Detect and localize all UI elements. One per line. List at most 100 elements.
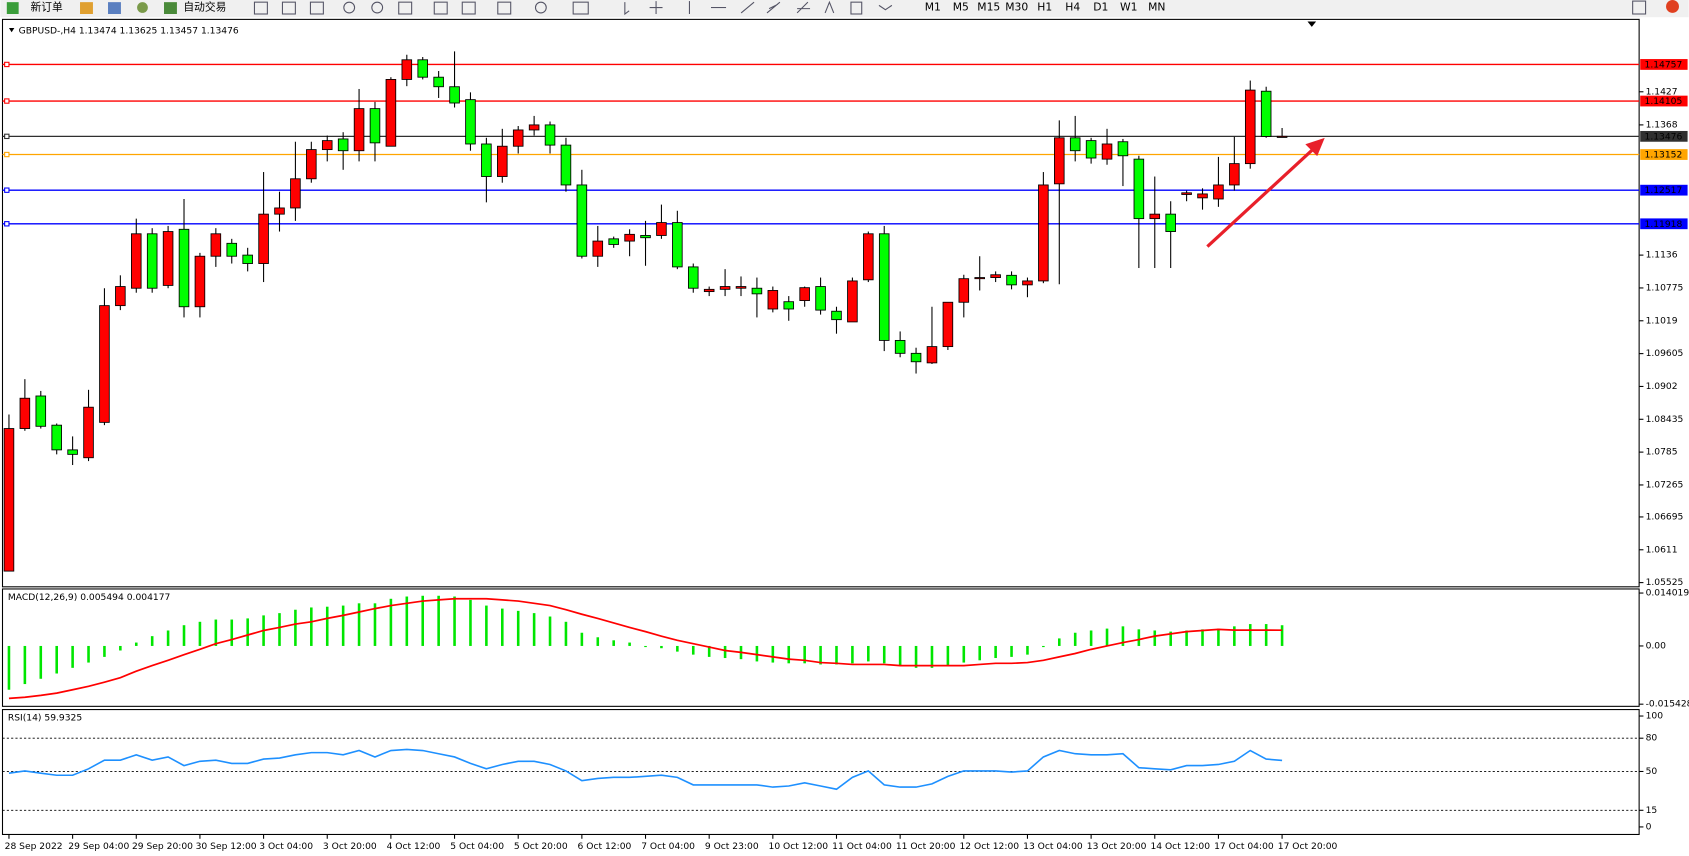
x-tick-label: 17 Oct 04:00 xyxy=(1214,842,1274,852)
y-tick-label: 1.09605 xyxy=(1646,349,1684,359)
candle-body xyxy=(624,233,635,242)
candle-body xyxy=(401,59,413,80)
y-tick-label: 1.08435 xyxy=(1646,415,1684,425)
arrow-head xyxy=(1305,137,1325,157)
x-tick-label: 7 Oct 04:00 xyxy=(641,842,695,852)
trendline-icon[interactable] xyxy=(740,1,755,14)
x-tick-label: 17 Oct 20:00 xyxy=(1278,842,1338,852)
candle-body xyxy=(1069,137,1081,152)
macd-title: MACD(12,26,9) 0.005494 0.004177 xyxy=(8,593,171,603)
timeframe-button[interactable]: MN xyxy=(1148,1,1165,14)
level-price-label: 1.14105 xyxy=(1645,97,1683,107)
candle-body xyxy=(528,124,540,131)
toolbar-icon[interactable] xyxy=(572,1,589,15)
candle-body xyxy=(512,129,524,147)
candle-body xyxy=(608,238,619,245)
macd-signal-line xyxy=(8,597,1283,700)
candle-body xyxy=(1276,135,1288,138)
candle-body xyxy=(719,286,731,290)
y-tick-label: 50 xyxy=(1646,767,1658,777)
toolbar-icon[interactable] xyxy=(398,1,413,15)
zoom-in-icon[interactable] xyxy=(343,1,356,14)
timeframe-button[interactable]: H4 xyxy=(1065,1,1080,14)
candle-body xyxy=(656,222,667,236)
channel-icon[interactable] xyxy=(766,1,781,14)
timeframe-button[interactable]: M15 xyxy=(977,1,1000,14)
candle-body xyxy=(926,346,938,364)
arrows-icon[interactable] xyxy=(878,4,893,11)
candle-body xyxy=(1038,184,1049,282)
toolbar-icon[interactable] xyxy=(108,2,121,14)
timeframe-button[interactable]: W1 xyxy=(1120,1,1137,14)
auto-trading-button[interactable]: 自动交易 xyxy=(183,1,226,14)
candle-body xyxy=(1197,193,1208,199)
crosshair-icon[interactable] xyxy=(649,1,663,14)
timeframe-button[interactable]: H1 xyxy=(1037,1,1052,14)
toolbar-icon[interactable] xyxy=(281,1,296,15)
toolbar-icon[interactable] xyxy=(137,2,148,13)
candle-body xyxy=(385,79,397,147)
text-icon[interactable] xyxy=(824,0,835,14)
candle-body xyxy=(831,310,842,321)
timeframe-button[interactable]: D1 xyxy=(1093,1,1108,14)
toolbar-icon[interactable] xyxy=(534,1,547,14)
toolbar-icon[interactable] xyxy=(309,1,324,15)
candle-body xyxy=(1022,280,1033,286)
x-tick-label: 11 Oct 04:00 xyxy=(832,842,892,852)
toolbar-icon[interactable] xyxy=(433,1,448,15)
candle-body xyxy=(35,395,47,427)
fibo-icon[interactable] xyxy=(796,1,811,14)
candle-body xyxy=(369,108,381,144)
x-tick-label: 5 Oct 20:00 xyxy=(514,842,568,852)
toolbar-icon[interactable] xyxy=(80,2,93,14)
label-icon[interactable] xyxy=(850,1,863,15)
y-tick-label: 1.1136 xyxy=(1646,251,1678,261)
timeframe-button[interactable]: M1 xyxy=(925,1,941,14)
y-tick-label: 15 xyxy=(1646,806,1658,816)
notification-badge[interactable] xyxy=(1666,0,1679,13)
candle-body xyxy=(481,143,492,177)
candle-body xyxy=(1244,89,1256,165)
y-tick-label: 1.10775 xyxy=(1646,283,1684,293)
candle-body xyxy=(306,149,317,180)
timeframe-button[interactable]: M5 xyxy=(953,1,969,14)
auto-trading-icon[interactable] xyxy=(164,2,177,14)
candle-body xyxy=(1006,274,1017,286)
candle-body xyxy=(1101,143,1113,160)
new-order-button[interactable]: 新订单 xyxy=(30,1,63,14)
candle-body xyxy=(1149,213,1161,220)
y-tick-label: -0.015428 xyxy=(1646,700,1689,710)
y-tick-label: 0 xyxy=(1646,822,1652,832)
x-tick-label: 3 Oct 20:00 xyxy=(323,842,377,852)
new-order-icon[interactable] xyxy=(6,2,19,14)
candle-body xyxy=(99,305,110,423)
candle-body xyxy=(592,240,604,257)
timeframe-button[interactable]: M30 xyxy=(1005,1,1028,14)
chart-info: GBPUSD-,H4 1.13474 1.13625 1.13457 1.134… xyxy=(19,27,239,37)
rsi-line xyxy=(8,748,1283,791)
candle-body xyxy=(433,76,444,88)
candle-body xyxy=(417,59,428,78)
x-tick-label: 12 Oct 12:00 xyxy=(959,842,1019,852)
search-icon[interactable] xyxy=(1632,0,1647,15)
x-tick-label: 28 Sep 2022 xyxy=(5,842,63,852)
y-tick-label: 1.06695 xyxy=(1646,512,1684,522)
candle-body xyxy=(226,242,238,257)
level-price-box xyxy=(1640,59,1688,70)
toolbar-icon[interactable] xyxy=(461,1,476,15)
y-tick-label: 0.00 xyxy=(1646,641,1667,651)
candle-body xyxy=(783,301,795,310)
toolbar-icon[interactable] xyxy=(253,1,268,15)
level-handle xyxy=(4,133,10,140)
chart-shift-marker xyxy=(1307,21,1317,27)
zoom-out-icon[interactable] xyxy=(371,1,384,14)
rsi-title: RSI(14) 59.9325 xyxy=(8,714,83,724)
candle-body xyxy=(274,207,285,215)
cursor-icon[interactable] xyxy=(624,2,630,16)
toolbar-icon[interactable] xyxy=(497,1,512,15)
candle-body xyxy=(910,352,922,363)
candle-body xyxy=(990,274,1001,278)
candle-body xyxy=(353,108,365,152)
candle-body xyxy=(878,233,890,341)
panel-frame xyxy=(1,18,1640,588)
